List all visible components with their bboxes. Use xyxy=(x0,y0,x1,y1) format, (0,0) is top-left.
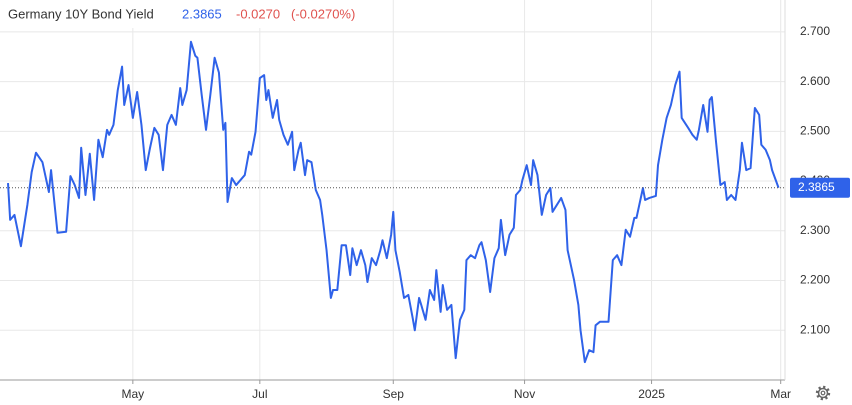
x-tick-label: Nov xyxy=(514,387,535,401)
y-tick-label: 2.700 xyxy=(800,24,830,38)
header-change: -0.0270 xyxy=(236,6,280,21)
last-value-box xyxy=(790,177,850,198)
x-tick-label: Mar xyxy=(770,387,791,401)
y-tick-label: 2.500 xyxy=(800,123,830,137)
y-tick-label: 2.300 xyxy=(800,223,830,237)
grid xyxy=(0,0,785,380)
x-tick-label: May xyxy=(122,387,145,401)
settings-icon[interactable] xyxy=(815,385,831,401)
last-value-label: 2.3865 xyxy=(798,180,835,194)
y-tick-label: 2.600 xyxy=(800,74,830,88)
header-background xyxy=(0,0,372,28)
x-tick-label: Sep xyxy=(383,387,405,401)
x-tick-label: 2025 xyxy=(638,387,665,401)
header-change-percent: (-0.0270%) xyxy=(291,6,355,21)
y-tick-label: 2.100 xyxy=(800,322,830,336)
header-last-value: 2.3865 xyxy=(182,6,222,21)
plot-area xyxy=(0,40,785,364)
header-title: Germany 10Y Bond Yield xyxy=(8,6,154,21)
y-tick-label: 2.200 xyxy=(800,273,830,287)
line-series xyxy=(7,40,780,364)
x-tick-label: Jul xyxy=(252,387,267,401)
